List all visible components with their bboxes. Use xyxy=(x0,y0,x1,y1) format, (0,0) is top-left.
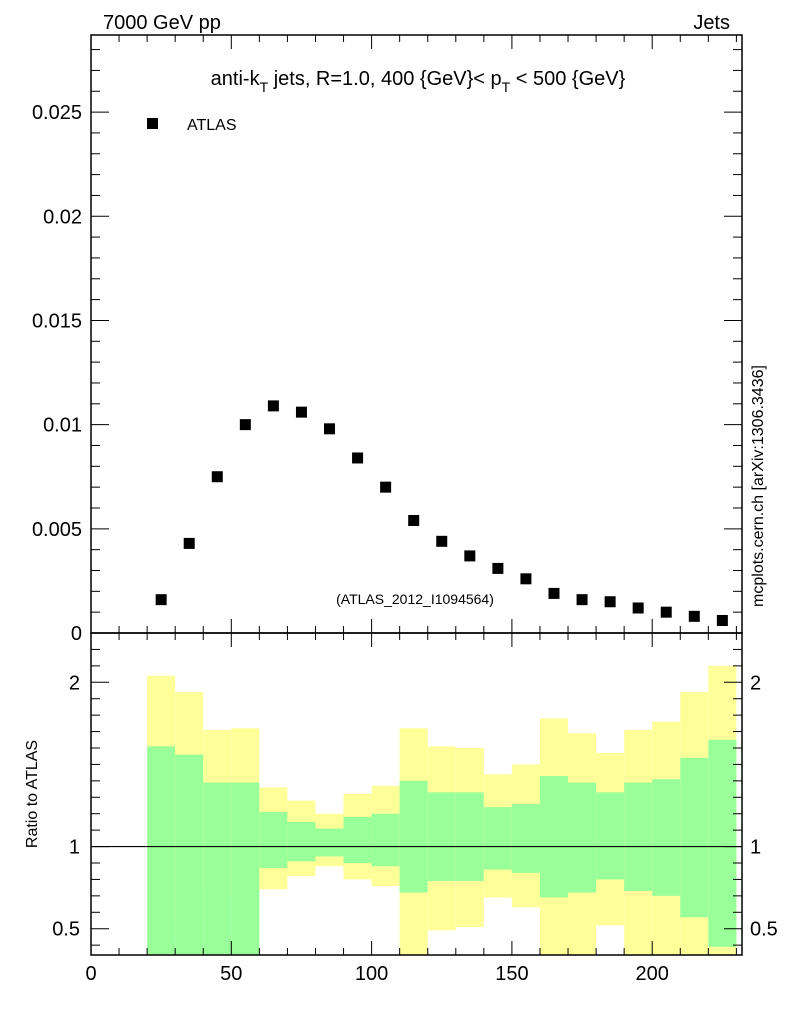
data-point xyxy=(155,594,167,606)
x-tick-label: 150 xyxy=(495,963,528,985)
data-point xyxy=(576,594,588,606)
plot-title: anti-kT jets, R=1.0, 400 {GeV}< pT < 500… xyxy=(211,68,626,95)
y-tick-label: 0.005 xyxy=(32,519,82,541)
ratio-inner-band-bin xyxy=(624,782,653,891)
ratio-y-tick-labels: 0.5 0.5 1 1 2 2 xyxy=(52,672,778,940)
ratio-y-tick-label-left: 0.5 xyxy=(52,919,80,941)
title-part-3: < 500 {GeV} xyxy=(510,68,625,90)
data-point xyxy=(295,406,307,418)
ratio-inner-band-bin xyxy=(259,812,288,868)
ratio-inner-band-bin xyxy=(203,782,232,955)
ratio-inner-band-bin xyxy=(708,739,737,947)
data-point xyxy=(183,537,195,549)
ratio-uncertainty-bands xyxy=(91,665,742,955)
analysis-label: (ATLAS_2012_I1094564) xyxy=(336,591,494,607)
ratio-y-tick-label-left: 1 xyxy=(69,837,80,859)
title-part-1: anti-k xyxy=(211,68,261,90)
data-point xyxy=(436,535,448,547)
ratio-inner-band-bin xyxy=(680,757,709,918)
ratio-inner-band-bin xyxy=(371,813,400,867)
data-point xyxy=(548,587,560,599)
x-tick-label: 200 xyxy=(636,963,669,985)
ratio-y-tick-label-right: 2 xyxy=(750,672,761,694)
x-tick-label: 100 xyxy=(355,963,388,985)
ratio-plot-panel: 0.5 0.5 1 1 2 2 xyxy=(52,632,778,956)
data-point xyxy=(464,550,476,562)
legend: ATLAS xyxy=(147,117,237,134)
y-tick-label: 0.015 xyxy=(32,310,82,332)
ratio-inner-band-bin xyxy=(539,775,569,898)
ratio-inner-band-bin xyxy=(483,807,512,870)
y-tick-label: 0.02 xyxy=(43,206,82,228)
x-tick-labels: 0 50 100 150 200 xyxy=(85,963,668,985)
main-plot-panel: 0 0.005 0.01 0.015 0.02 0.025 xyxy=(32,34,743,645)
title-sub-1: T xyxy=(260,79,269,95)
ratio-inner-band-bin xyxy=(399,780,428,893)
title-part-2: jets, R=1.0, 400 {GeV}< p xyxy=(268,68,502,90)
y-tick-label: 0 xyxy=(71,623,82,645)
data-point xyxy=(408,514,420,526)
ratio-inner-band-bin xyxy=(147,746,176,955)
ratio-inner-band-bin xyxy=(568,782,597,893)
ratio-inner-band-bin xyxy=(511,803,540,873)
x-tick-label: 50 xyxy=(220,963,242,985)
data-point xyxy=(211,471,223,483)
ratio-inner-band-bin xyxy=(596,792,625,880)
ratio-inner-band-bin xyxy=(287,821,316,862)
data-point xyxy=(632,602,644,614)
ratio-plot-frame xyxy=(90,632,743,956)
ratio-axis-ticks xyxy=(90,633,742,955)
data-point xyxy=(239,419,251,431)
data-point xyxy=(716,614,728,626)
main-axis-ticks xyxy=(90,35,742,634)
ratio-inner-band-bin xyxy=(343,817,372,863)
data-point xyxy=(324,423,336,435)
data-point xyxy=(492,562,504,574)
category-label: Jets xyxy=(693,12,730,34)
ratio-y-tick-label-left: 2 xyxy=(69,672,80,694)
legend-label-atlas: ATLAS xyxy=(187,117,237,134)
data-point xyxy=(520,573,532,585)
main-y-tick-labels: 0 0.005 0.01 0.015 0.02 0.025 xyxy=(32,102,82,645)
energy-label: 7000 GeV pp xyxy=(103,12,221,34)
ratio-inner-band-bin xyxy=(455,792,484,882)
y-tick-label: 0.01 xyxy=(43,415,82,437)
title-sub-2: T xyxy=(502,79,511,95)
ratio-inner-band-bin xyxy=(652,779,681,896)
ratio-inner-band-bin xyxy=(175,754,204,955)
data-point xyxy=(688,610,700,622)
data-point xyxy=(604,596,616,608)
ratio-inner-band-bin xyxy=(427,792,456,882)
ratio-y-tick-label-right: 0.5 xyxy=(750,919,778,941)
data-point xyxy=(660,606,672,618)
ratio-y-tick-label-right: 1 xyxy=(750,837,761,859)
data-point xyxy=(267,400,279,412)
data-point xyxy=(380,481,392,493)
main-plot-content xyxy=(155,400,728,626)
source-side-label: mcplots.cern.ch [arXiv:1306.3436] xyxy=(750,365,767,607)
ratio-y-axis-label: Ratio to ATLAS xyxy=(24,740,41,848)
data-point xyxy=(352,452,364,464)
x-tick-label: 0 xyxy=(85,963,96,985)
ratio-inner-band-bin xyxy=(315,828,344,857)
legend-marker-square xyxy=(147,118,158,129)
ratio-inner-band-bin xyxy=(231,782,260,955)
y-tick-label: 0.025 xyxy=(32,102,82,124)
